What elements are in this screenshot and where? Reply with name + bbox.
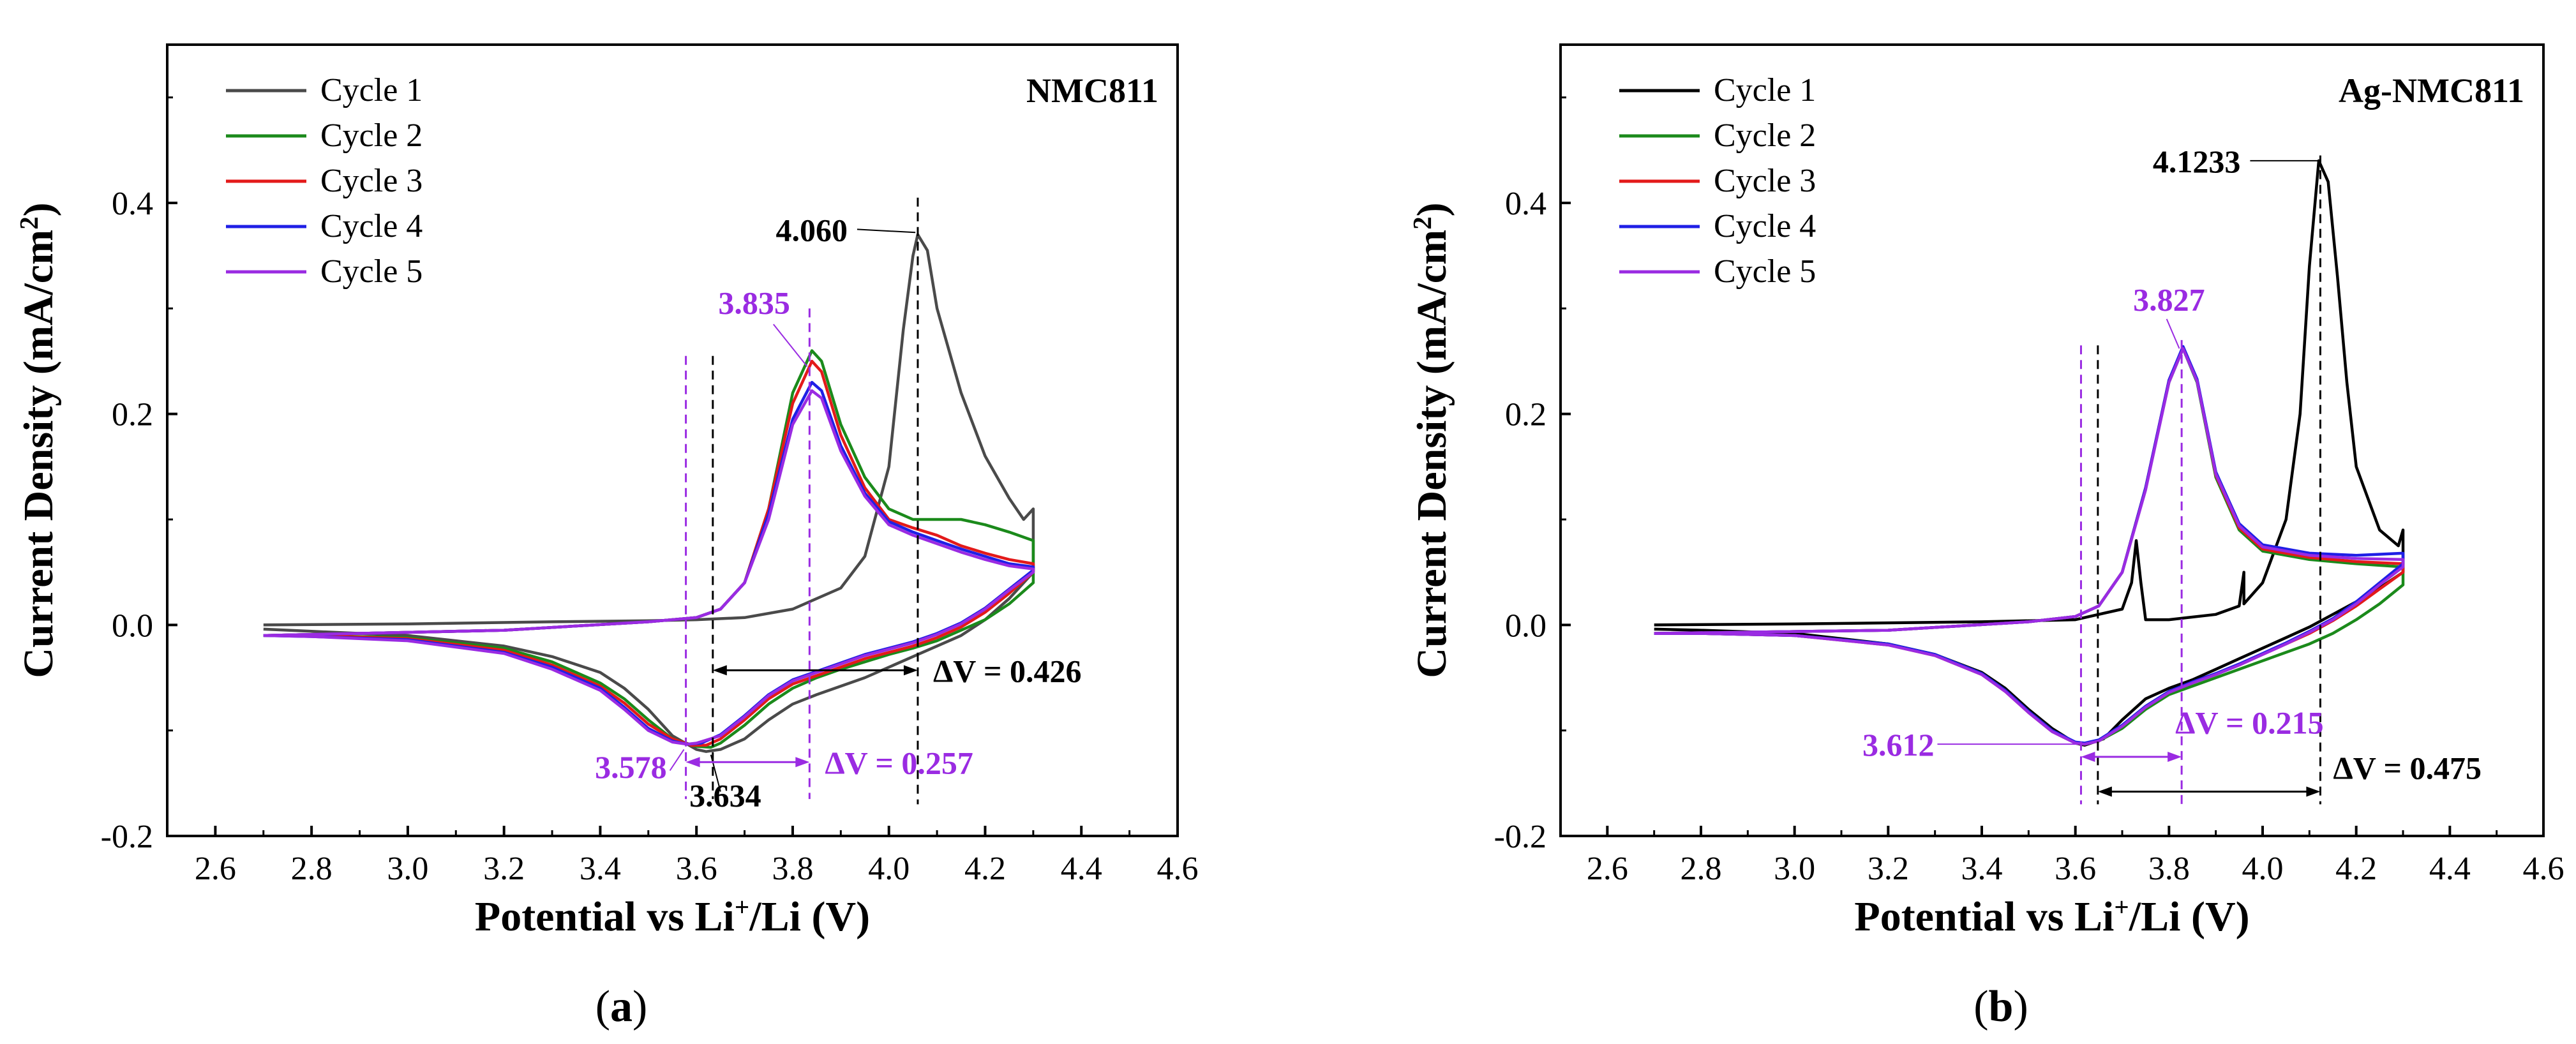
x-tick-label: 3.8: [772, 851, 813, 887]
x-tick-label: 4.4: [2429, 851, 2471, 887]
x-tick-label: 4.6: [1157, 851, 1199, 887]
legend-label-cycle-4: Cycle 4: [320, 208, 423, 244]
y-tick-label: 0.0: [112, 608, 153, 644]
series-line-cycle-5: [263, 389, 1035, 746]
x-axis-label: Potential vs Li+/Li (V): [475, 892, 870, 940]
legend-label-cycle-2: Cycle 2: [1714, 117, 1816, 154]
x-tick-label: 4.2: [2335, 851, 2377, 887]
leader-3827: [2166, 318, 2180, 349]
series-group: [1654, 159, 2405, 747]
chart-panel-a: 2.6 2.8 3.0 3.2 3.4 3.6 3.8 4.0 4.2 4.4 4.6 -0.2 0.0…: [14, 43, 1199, 1031]
delta-arrow-0475-head-left: [2097, 786, 2112, 797]
x-tick-label: 3.2: [483, 851, 525, 887]
annotation-dv-0257: ΔV = 0.257: [825, 745, 973, 780]
series-line-cycle-1: [1654, 159, 2405, 747]
plot-frame: [166, 43, 1179, 837]
x-tick-label: 4.0: [868, 851, 910, 887]
delta-arrow-0257-head-left: [685, 757, 700, 768]
annotation-dv-0475: ΔV = 0.475: [2333, 750, 2482, 786]
legend-label-cycle-5: Cycle 5: [320, 253, 423, 290]
series-line-cycle-3: [263, 359, 1035, 747]
annotation-dv-0215: ΔV = 0.215: [2175, 705, 2324, 741]
leader-4060: [857, 228, 916, 234]
annotation-3634: 3.634: [689, 778, 761, 814]
delta-arrow-0215-head-right: [2168, 752, 2182, 762]
y-tick-label: 0.4: [1505, 186, 1546, 222]
y-tick-label: 0.2: [1505, 397, 1546, 433]
chart-title: Ag-NMC811: [2339, 71, 2524, 110]
series-line-cycle-5: [1654, 347, 2405, 746]
series-line-cycle-2: [1654, 347, 2405, 746]
annotation-dv-0426: ΔV = 0.426: [933, 653, 1082, 689]
leader-3835: [773, 324, 808, 367]
leader-3634: [710, 754, 721, 792]
plot-frame: [1559, 43, 2545, 837]
x-tick-label: 3.0: [387, 851, 428, 887]
legend-label-cycle-1: Cycle 1: [1714, 72, 1816, 108]
x-tick-label: 3.0: [1774, 851, 1815, 887]
delta-arrow-0426-head-left: [712, 665, 727, 676]
y-axis-label: Current Density (mA/cm2): [1407, 202, 1455, 678]
legend-label-cycle-5: Cycle 5: [1714, 253, 1816, 290]
x-tick-label: 3.8: [2148, 851, 2190, 887]
y-tick-label: -0.2: [101, 819, 153, 855]
x-tick-label: 4.2: [964, 851, 1006, 887]
x-tick-label: 2.6: [195, 851, 236, 887]
annotation-3835: 3.835: [718, 285, 790, 321]
annotation-3827: 3.827: [2133, 282, 2205, 318]
panel-label-a: (a): [595, 982, 648, 1031]
series-line-cycle-2: [263, 349, 1035, 749]
x-tick-label: 4.4: [1061, 851, 1102, 887]
annotation-4060: 4.060: [775, 212, 848, 248]
series-line-cycle-3: [1654, 346, 2405, 746]
y-tick-label: -0.2: [1494, 819, 1546, 855]
x-tick-label: 3.6: [676, 851, 717, 887]
x-tick-label: 3.4: [1961, 851, 2003, 887]
annotation-3578: 3.578: [595, 749, 667, 785]
y-axis-label: Current Density (mA/cm2): [14, 202, 62, 678]
x-axis-label: Potential vs Li+/Li (V): [1854, 892, 2249, 940]
delta-arrow-0475-head-right: [2306, 786, 2321, 797]
x-tick-label: 3.6: [2055, 851, 2096, 887]
delta-arrow-0426-head-right: [903, 665, 918, 676]
x-tick-label: 2.6: [1587, 851, 1628, 887]
x-tick-label: 4.0: [2242, 851, 2284, 887]
annotation-41233: 4.1233: [2153, 144, 2241, 179]
series-group: [263, 233, 1035, 753]
x-tick-label: 3.4: [580, 851, 621, 887]
y-tick-label: 0.2: [112, 397, 153, 433]
x-tick-label: 3.2: [1868, 851, 1909, 887]
series-line-cycle-4: [1654, 345, 2405, 745]
chart-panel-b: 2.6 2.8 3.0 3.2 3.4 3.6 3.8 4.0 4.2 4.4 4.6 -0.2 0.0…: [1407, 43, 2565, 1031]
delta-arrow-0215-head-left: [2081, 752, 2095, 762]
panel-label-b: (b): [1973, 982, 2028, 1031]
chart-title: NMC811: [1026, 71, 1158, 110]
y-tick-label: 0.0: [1505, 608, 1546, 644]
x-tick-label: 4.6: [2523, 851, 2565, 887]
annotation-3612: 3.612: [1862, 727, 1935, 763]
legend-label-cycle-2: Cycle 2: [320, 117, 423, 154]
legend-label-cycle-3: Cycle 3: [1714, 163, 1816, 199]
legend-label-cycle-4: Cycle 4: [1714, 208, 1816, 244]
x-tick-label: 2.8: [1681, 851, 1722, 887]
x-tick-label: 2.8: [291, 851, 333, 887]
delta-arrow-0257-head-right: [795, 757, 810, 768]
legend-label-cycle-3: Cycle 3: [320, 163, 423, 199]
leader-3578: [669, 749, 685, 772]
y-tick-label: 0.4: [112, 186, 153, 222]
legend-label-cycle-1: Cycle 1: [320, 72, 423, 108]
